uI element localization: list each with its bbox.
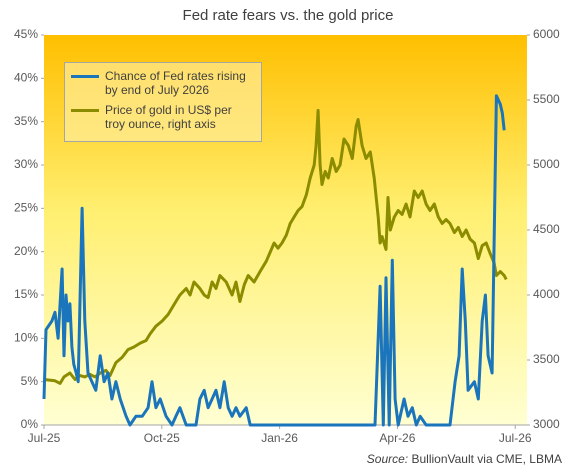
x-tick-label: Oct-25 — [144, 431, 180, 445]
y2-tick-label: 4500 — [533, 222, 560, 236]
legend-item: Price of gold in US$ per troy ounce, rig… — [71, 103, 255, 131]
y-tick-label: 0% — [21, 417, 39, 431]
y2-tick-label: 4000 — [533, 287, 560, 301]
source-label: Source: — [366, 452, 409, 466]
x-tick-label: Jul-26 — [499, 431, 532, 445]
legend-label: Chance of Fed rates rising by end of Jul… — [105, 69, 246, 97]
y2-tick-label: 3500 — [533, 352, 560, 366]
x-tick-label: Jul-25 — [28, 431, 61, 445]
series-line — [43, 108, 508, 385]
chart-title: Fed rate fears vs. the gold price — [183, 7, 394, 24]
y-tick-label: 30% — [14, 157, 38, 171]
y2-tick-label: 3000 — [533, 417, 560, 431]
y2-tick-label: 6000 — [533, 27, 560, 41]
y2-tick-label: 5000 — [533, 157, 560, 171]
y-tick-label: 20% — [14, 244, 38, 258]
source-note: Source: BullionVault via CME, LBMA — [367, 452, 562, 466]
y2-tick-label: 5500 — [533, 92, 560, 106]
legend: Chance of Fed rates rising by end of Jul… — [64, 62, 262, 142]
y-tick-label: 5% — [21, 374, 39, 388]
y-tick-label: 45% — [14, 27, 38, 41]
legend-swatch — [71, 109, 99, 112]
source: BullionVault via CME, LBMA — [411, 452, 562, 466]
y-tick-label: 25% — [14, 201, 38, 215]
series-line — [42, 94, 506, 427]
legend-item: Chance of Fed rates rising by end of Jul… — [71, 69, 255, 97]
x-tick-label: Apr-26 — [379, 431, 415, 445]
y-tick-label: 15% — [14, 287, 38, 301]
legend-swatch — [71, 75, 99, 78]
y-tick-label: 35% — [14, 114, 38, 128]
x-tick-label: Jan-26 — [261, 431, 298, 445]
legend-label: Price of gold in US$ per troy ounce, rig… — [105, 103, 232, 131]
y-tick-label: 40% — [14, 71, 38, 85]
y-tick-label: 10% — [14, 331, 38, 345]
